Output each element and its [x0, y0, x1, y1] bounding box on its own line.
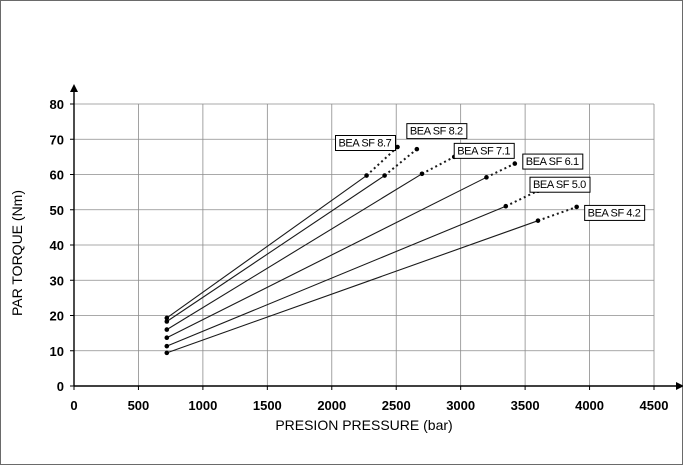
- series-label-box-4: [529, 176, 591, 193]
- series-label-text-2: BEA SF 7.1: [457, 145, 510, 157]
- series-mid-point-0: [364, 173, 369, 178]
- x-tick-label: 2500: [382, 398, 411, 413]
- series-mid-point-2: [419, 171, 425, 177]
- x-axis-title: PRESION PRESSURE (bar): [275, 417, 452, 433]
- series-label-box-0: [335, 135, 397, 152]
- series-start-point-5: [164, 350, 170, 356]
- series-label-box-2: [453, 142, 515, 159]
- series-dash-4: [505, 189, 539, 208]
- series-dash-1: [383, 148, 418, 177]
- series-lines: [164, 144, 579, 356]
- series-end-point-1: [414, 146, 420, 152]
- y-axis-arrow: [70, 84, 78, 92]
- x-tick-label: 3500: [511, 398, 540, 413]
- x-axis-arrow: [676, 382, 683, 390]
- axes: [70, 84, 683, 390]
- y-axis-title: PAR TORQUE (Nm): [9, 190, 25, 316]
- y-tick-label: 0: [57, 379, 64, 394]
- x-tick-label: 500: [128, 398, 150, 413]
- series-labels: BEA SF 8.7 BEA SF 8.2 BEA SF 7.1 BEA SF 6.1…: [335, 123, 646, 221]
- series-label-box-3: [522, 153, 584, 170]
- series-label-box-1: [406, 123, 468, 140]
- x-tick-label: 4500: [640, 398, 669, 413]
- series-line-0: [166, 175, 367, 319]
- series-mid-point-1: [382, 173, 387, 178]
- x-tick-label: 1000: [188, 398, 217, 413]
- series-dash-5: [537, 205, 578, 222]
- series-line-2: [166, 173, 423, 331]
- x-tick-label: 2000: [317, 398, 346, 413]
- series-dash-0: [365, 146, 399, 177]
- grid: [74, 103, 655, 386]
- y-tick-label: 30: [50, 273, 64, 288]
- series-dash-2: [421, 155, 455, 175]
- series-label-text-5: BEA SF 4.2: [588, 207, 641, 219]
- y-tick-label: 80: [50, 97, 64, 112]
- x-tick-label: 1500: [253, 398, 282, 413]
- series-line-5: [166, 220, 539, 354]
- x-tick-label: 4000: [575, 398, 604, 413]
- series-mid-point-4: [503, 203, 509, 209]
- series-line-3: [166, 176, 487, 339]
- y-tick-label: 20: [50, 309, 64, 324]
- series-end-point-0: [395, 144, 400, 150]
- y-tick-label: 70: [50, 132, 64, 147]
- x-tick-label: 0: [70, 398, 77, 413]
- y-tick-label: 40: [50, 238, 64, 253]
- series-mid-point-5: [535, 218, 541, 223]
- series-start-point-1: [164, 319, 170, 324]
- series-label-text-4: BEA SF 5.0: [533, 179, 586, 191]
- y-tick-label: 60: [50, 168, 64, 183]
- x-tick-label: 3000: [446, 398, 475, 413]
- series-dash-3: [486, 162, 516, 179]
- y-tick-label: 50: [50, 203, 64, 218]
- series-end-point-5: [574, 204, 579, 210]
- series-mid-point-3: [484, 175, 489, 180]
- series-label-text-0: BEA SF 8.7: [339, 138, 392, 150]
- tick-labels: 0 500 1000 1500 2000 2500 3000 3500 4000 4500 0 10 2…: [50, 97, 669, 413]
- series-line-1: [166, 175, 385, 322]
- series-label-text-1: BEA SF 8.2: [410, 126, 463, 138]
- series-line-4: [166, 205, 506, 347]
- series-label-text-3: BEA SF 6.1: [526, 156, 579, 168]
- y-tick-label: 10: [50, 344, 64, 359]
- series-start-point-4: [164, 343, 170, 349]
- series-end-point-3: [512, 161, 518, 166]
- series-start-point-2: [164, 327, 170, 332]
- series-start-point-3: [164, 335, 170, 341]
- series-start-point-0: [164, 315, 170, 321]
- series-label-box-5: [584, 204, 646, 221]
